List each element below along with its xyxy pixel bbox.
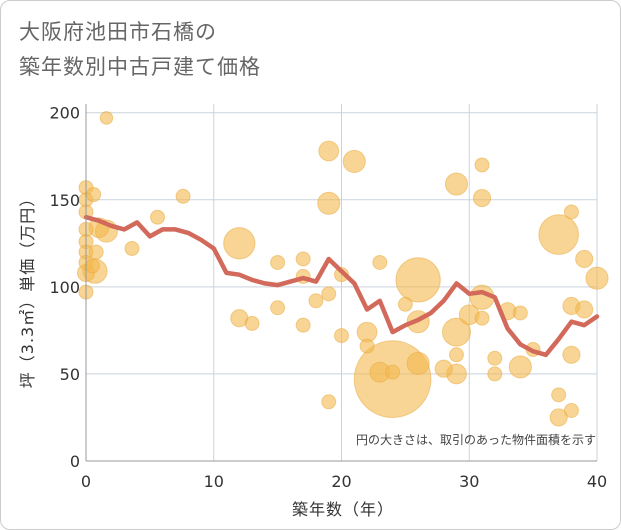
bubble bbox=[334, 267, 349, 283]
bubble bbox=[317, 191, 341, 215]
bubble bbox=[270, 254, 286, 270]
bubble bbox=[99, 111, 114, 125]
y-tick-label: 100 bbox=[49, 278, 80, 297]
x-tick-label: 10 bbox=[204, 472, 224, 491]
y-axis-ticks: 0 50 100 150 200 bbox=[49, 104, 80, 471]
bubble bbox=[175, 188, 191, 204]
bubble bbox=[372, 254, 388, 270]
bubble bbox=[549, 408, 568, 427]
bubble bbox=[308, 293, 324, 309]
bubble bbox=[434, 359, 453, 378]
bubble bbox=[318, 140, 340, 162]
bubble bbox=[397, 296, 413, 312]
bubble bbox=[86, 187, 102, 203]
y-axis-label: 坪（3.3㎡）単価（万円） bbox=[18, 190, 37, 388]
bubble bbox=[321, 286, 337, 302]
y-tick-label: 200 bbox=[49, 104, 80, 123]
bubble bbox=[474, 310, 490, 326]
bubble bbox=[395, 257, 441, 303]
bubble bbox=[124, 241, 140, 257]
bubble bbox=[585, 266, 609, 290]
bubble bbox=[84, 258, 100, 274]
x-tick-label: 30 bbox=[459, 472, 479, 491]
bubble bbox=[334, 328, 349, 344]
bubble bbox=[563, 402, 579, 418]
axes bbox=[85, 104, 597, 462]
bubble bbox=[342, 149, 366, 174]
y-tick-label: 50 bbox=[60, 365, 80, 384]
bubble bbox=[538, 214, 579, 255]
bubble bbox=[321, 394, 337, 410]
bubble-series bbox=[76, 111, 609, 427]
bubble bbox=[563, 204, 579, 220]
bubble bbox=[487, 366, 503, 382]
x-tick-label: 20 bbox=[331, 472, 351, 491]
bubble bbox=[244, 315, 260, 331]
bubble bbox=[385, 364, 401, 380]
bubble bbox=[444, 172, 469, 196]
bubble bbox=[359, 338, 375, 354]
y-tick-label: 0 bbox=[70, 452, 80, 471]
chart-title-line-1: 大阪府池田市石橋の bbox=[19, 20, 217, 44]
bubble bbox=[441, 317, 471, 347]
bubble bbox=[406, 351, 430, 376]
bubble bbox=[270, 300, 286, 316]
bubble bbox=[88, 244, 104, 260]
bubble bbox=[562, 345, 581, 364]
bubble bbox=[295, 317, 311, 333]
bubble bbox=[487, 350, 503, 366]
x-axis-ticks: 0 10 20 30 40 bbox=[81, 472, 607, 491]
bubble bbox=[575, 249, 594, 269]
bubble bbox=[448, 347, 464, 363]
chart-title: 大阪府池田市石橋の 築年数別中古戸建て価格 bbox=[19, 15, 261, 85]
bubble bbox=[512, 305, 528, 321]
x-tick-label: 0 bbox=[81, 472, 91, 491]
bubble bbox=[508, 355, 532, 379]
bubble bbox=[472, 188, 492, 208]
bubble bbox=[575, 300, 594, 319]
bubble bbox=[150, 209, 166, 225]
chart-title-line-2: 築年数別中古戸建て価格 bbox=[19, 55, 261, 79]
average-price-line bbox=[83, 214, 600, 358]
bubble bbox=[223, 227, 256, 260]
bubble bbox=[295, 251, 311, 267]
bubble bbox=[551, 387, 567, 403]
bubble bbox=[474, 157, 490, 173]
y-tick-label: 150 bbox=[49, 191, 80, 210]
x-tick-label: 40 bbox=[587, 472, 607, 491]
bubble-size-note: 円の大きさは、取引のあった物件面積を示す bbox=[356, 432, 596, 447]
x-axis-label: 築年数（年） bbox=[292, 500, 394, 519]
